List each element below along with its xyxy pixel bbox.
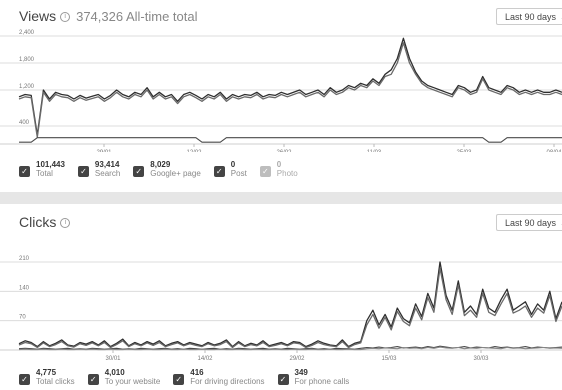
series-line-2 <box>18 42 562 138</box>
info-icon[interactable]: i <box>60 12 71 22</box>
checkbox-icon[interactable]: ✓ <box>277 374 289 385</box>
legend-value: 0 <box>276 160 282 169</box>
x-tick-label: 25/03 <box>456 150 472 152</box>
legend-item[interactable]: ✓ 416 For driving directions <box>173 368 265 386</box>
series-line-3 <box>19 137 562 143</box>
checkbox-icon[interactable]: ✓ <box>77 166 89 177</box>
legend-item[interactable]: ✓ 101,443 Total <box>19 160 65 178</box>
legend-text: 0 Photo <box>277 160 298 178</box>
y-tick-label: 70 <box>19 315 26 321</box>
checkbox-icon[interactable]: ✓ <box>133 166 145 177</box>
legend-item[interactable]: ✓ 4,010 To your website <box>87 368 161 386</box>
x-tick-label: 29/02 <box>289 356 305 362</box>
legend-item[interactable]: ✓ 93,414 Search <box>77 160 120 178</box>
legend-item[interactable]: ✓ 0 Post <box>213 160 247 178</box>
section-divider <box>0 192 562 204</box>
legend-label: Total <box>36 169 53 178</box>
checkbox-icon[interactable]: ✓ <box>173 374 185 385</box>
legend-text: 4,775 Total clicks <box>36 368 75 386</box>
x-tick-label: 08/04 <box>546 150 562 152</box>
x-tick-label: 12/02 <box>186 150 202 152</box>
legend-text: 101,443 Total <box>36 160 65 178</box>
series-line-1 <box>18 261 562 348</box>
legend-label: Total clicks <box>36 377 75 386</box>
checkbox-icon[interactable]: ✓ <box>19 374 30 385</box>
x-tick-label: 11/03 <box>367 150 382 152</box>
x-tick-label: 30/03 <box>473 356 489 362</box>
legend-text: 4,010 To your website <box>105 368 161 386</box>
views-total: 374,326 All-time total <box>76 9 198 24</box>
legend-value: 93,414 <box>94 160 120 169</box>
x-tick-label: 26/02 <box>276 150 292 152</box>
legend-value: 0 <box>230 160 236 169</box>
legend-value: 4,010 <box>104 368 125 377</box>
series-line-4 <box>18 346 562 351</box>
checkbox-icon[interactable]: ✓ <box>213 166 225 177</box>
series-line-2 <box>18 267 562 349</box>
legend-item[interactable]: ✓ 0 Photo <box>259 160 298 178</box>
y-tick-label: 2,400 <box>19 30 35 36</box>
series-line-1 <box>18 37 562 136</box>
x-tick-label: 14/02 <box>197 356 213 362</box>
legend-item[interactable]: ✓ 349 For phone calls <box>277 368 350 386</box>
checkbox-icon[interactable]: ✓ <box>87 374 99 385</box>
x-tick-label: 29/01 <box>96 150 112 152</box>
views-legend: ✓ 101,443 Total ✓ 93,414 Search ✓ 8,029 Google+ … <box>19 160 311 178</box>
clicks-header: Clicks i <box>19 214 71 230</box>
legend-label: For phone calls <box>294 377 350 386</box>
checkbox-icon[interactable]: ✓ <box>259 166 271 177</box>
legend-text: 0 Post <box>231 160 247 178</box>
legend-value: 349 <box>294 368 308 377</box>
clicks-legend: ✓ 4,775 Total clicks ✓ 4,010 To your website ✓… <box>19 368 362 386</box>
legend-label: Post <box>230 169 247 178</box>
y-tick-label: 1,800 <box>19 57 35 63</box>
legend-label: Google+ page <box>150 169 201 178</box>
legend-item[interactable]: ✓ 4,775 Total clicks <box>19 368 75 386</box>
legend-value: 4,775 <box>36 368 57 377</box>
legend-item[interactable]: ✓ 8,029 Google+ page <box>133 160 201 178</box>
y-tick-label: 210 <box>19 256 30 262</box>
y-tick-label: 400 <box>19 120 30 126</box>
legend-value: 8,029 <box>150 160 171 169</box>
views-date-range-select[interactable]: Last 90 days⌄ <box>496 8 562 25</box>
chevron-down-icon: ⌄ <box>560 219 562 228</box>
clicks-title: Clicks <box>19 214 57 230</box>
views-panel: Views i 374,326 All-time total Last 90 day… <box>0 0 562 190</box>
x-tick-label: 30/01 <box>105 356 121 362</box>
clicks-chart: 70 140 210 30/01 14/02 29/02 15/03 30/03 <box>0 256 562 362</box>
legend-text: 93,414 Search <box>95 160 120 178</box>
y-tick-label: 1,200 <box>19 84 35 90</box>
legend-value: 416 <box>190 368 204 377</box>
legend-label: For driving directions <box>190 377 265 386</box>
legend-text: 349 For phone calls <box>295 368 350 386</box>
x-tick-label: 15/03 <box>381 356 397 362</box>
legend-text: 416 For driving directions <box>190 368 264 386</box>
views-header: Views i 374,326 All-time total <box>19 8 198 24</box>
info-icon[interactable]: i <box>60 218 71 228</box>
legend-text: 8,029 Google+ page <box>150 160 201 178</box>
legend-label: Photo <box>276 169 298 178</box>
views-chart: 400 1,200 1,800 2,400 29/01 12/02 26/02 11/03 25… <box>0 30 562 152</box>
checkbox-icon[interactable]: ✓ <box>19 166 30 177</box>
legend-label: Search <box>94 169 121 178</box>
legend-label: To your website <box>104 377 161 386</box>
views-range-label: Last 90 days <box>505 12 557 22</box>
clicks-range-label: Last 90 days <box>505 218 557 228</box>
legend-value: 101,443 <box>36 160 65 169</box>
chevron-down-icon: ⌄ <box>560 13 562 22</box>
y-tick-label: 140 <box>19 285 30 291</box>
views-title: Views <box>19 8 57 24</box>
clicks-date-range-select[interactable]: Last 90 days⌄ <box>496 214 562 231</box>
